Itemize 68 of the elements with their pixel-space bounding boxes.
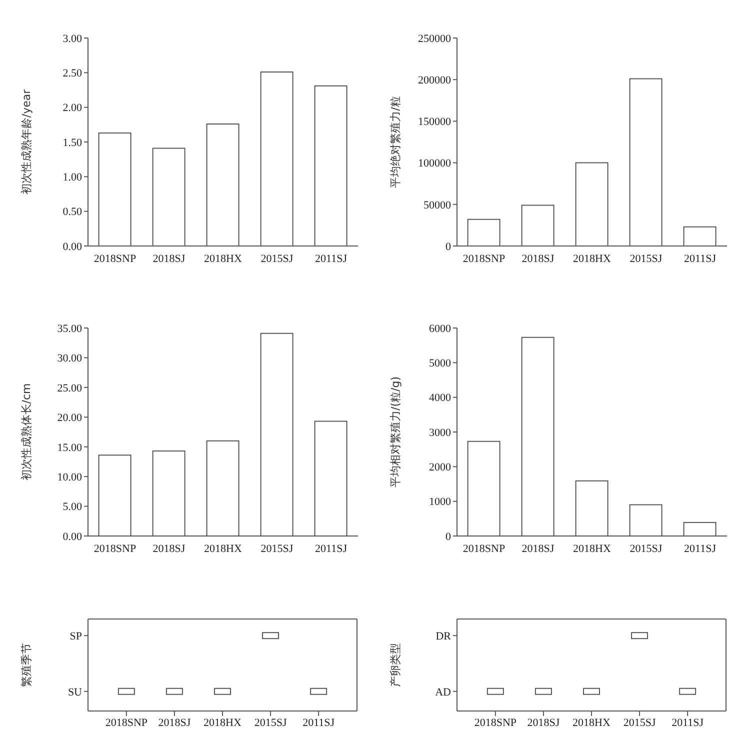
x-tick-label: 2015SJ [260,252,294,265]
y-tick-label: 0.00 [62,240,82,253]
x-tick-label: 2018HX [204,716,242,729]
x-tick-label: 2011SJ [315,542,348,555]
x-tick-label: 2018SJ [152,252,186,265]
x-tick-label: 2018SNP [474,716,517,729]
x-tick-label: 2018HX [204,542,242,555]
text: SU [68,686,82,698]
x-tick-label: 2011SJ [302,716,336,729]
x-tick-label: 2018HX [573,252,611,265]
x-tick-label: 2018HX [204,252,242,265]
x-tick-label: 2015SJ [623,716,656,729]
y-axis-title: 产卵类型 [388,643,402,687]
y-axis-title: 繁殖季节 [20,643,33,687]
text: AD [435,686,452,698]
x-tick-label: 2011SJ [315,252,348,265]
x-tick-label: 2018SNP [462,252,506,265]
y-tick-label: 3.00 [62,32,82,45]
x-tick-label: 2018SJ [527,716,560,729]
x-tick-label: 2018SNP [94,252,136,265]
y-tick-label: 30.00 [57,352,82,365]
y-axis-title: 平均相对繁殖力/(粒/g) [388,376,402,488]
x-tick-label: 2011SJ [684,542,717,555]
y-tick-label: 150000 [418,116,452,128]
text: SP [70,630,82,642]
y-tick-label: 2000 [429,462,452,474]
y-tick-label: 1000 [429,496,452,508]
y-tick-label: 15.00 [57,442,82,454]
y-tick-label: 1.50 [62,136,82,149]
y-axis-title: 初次性成熟体长/cm [20,383,33,481]
x-tick-label: 2015SJ [630,252,663,265]
x-tick-label: 2018HX [572,716,610,729]
y-tick-label: 0.50 [62,206,82,218]
x-tick-label: 2018SJ [522,252,555,265]
y-tick-label: 250000 [418,32,452,45]
y-tick-label: 2.50 [62,68,82,80]
x-tick-label: 2018SNP [94,542,136,555]
x-tick-label: 2018SJ [152,542,186,555]
x-tick-label: 2018SJ [522,542,555,555]
x-tick-label: 2018SJ [158,716,192,729]
x-tick-label: 2015SJ [630,542,663,555]
y-tick-label: 4000 [429,392,452,404]
y-tick-label: 0.00 [62,530,82,543]
y-tick-label: 10.00 [57,471,82,484]
y-tick-label: 100000 [418,158,452,170]
text: DR [436,630,452,642]
y-tick-label: 5.00 [62,501,82,514]
y-tick-label: 25.00 [57,382,82,394]
y-tick-label: 0 [446,240,452,253]
x-tick-label: 2011SJ [672,716,704,729]
y-tick-label: 1.00 [62,172,82,184]
y-tick-label: 20.00 [57,412,82,424]
y-tick-label: 50000 [424,199,452,212]
y-tick-label: 35.00 [57,322,82,335]
y-tick-label: 3000 [429,426,452,439]
y-tick-label: 6000 [429,322,452,335]
y-tick-label: 200000 [418,74,452,87]
x-tick-label: 2018SNP [105,716,148,729]
x-tick-label: 2015SJ [260,542,294,555]
x-tick-label: 2011SJ [684,252,717,265]
y-axis-title: 初次性成熟年龄/year [20,88,33,195]
y-tick-label: 2.00 [62,102,82,114]
x-tick-label: 2018HX [573,542,611,555]
x-tick-label: 2018SNP [462,542,506,555]
y-axis-title: 平均绝对繁殖力/粒 [388,96,402,188]
y-tick-label: 5000 [429,358,452,370]
y-tick-label: 0 [446,530,452,543]
x-tick-label: 2015SJ [254,716,288,729]
